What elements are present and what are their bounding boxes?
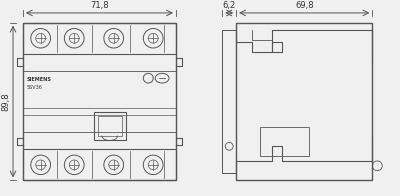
Text: SIEMENS: SIEMENS (27, 77, 52, 82)
Bar (23, 149, 176, 181)
Text: 5SV36: 5SV36 (27, 85, 43, 90)
Bar (23, 23, 176, 54)
Text: 89,8: 89,8 (1, 92, 10, 111)
Bar (222, 30, 236, 173)
Bar (98, 116, 122, 136)
Bar (236, 23, 372, 181)
Bar (94, 112, 126, 140)
Text: 69,8: 69,8 (295, 1, 314, 10)
Text: 71,8: 71,8 (90, 1, 109, 10)
Bar (260, 127, 309, 156)
Text: 6,2: 6,2 (222, 1, 236, 10)
Bar (23, 23, 176, 181)
